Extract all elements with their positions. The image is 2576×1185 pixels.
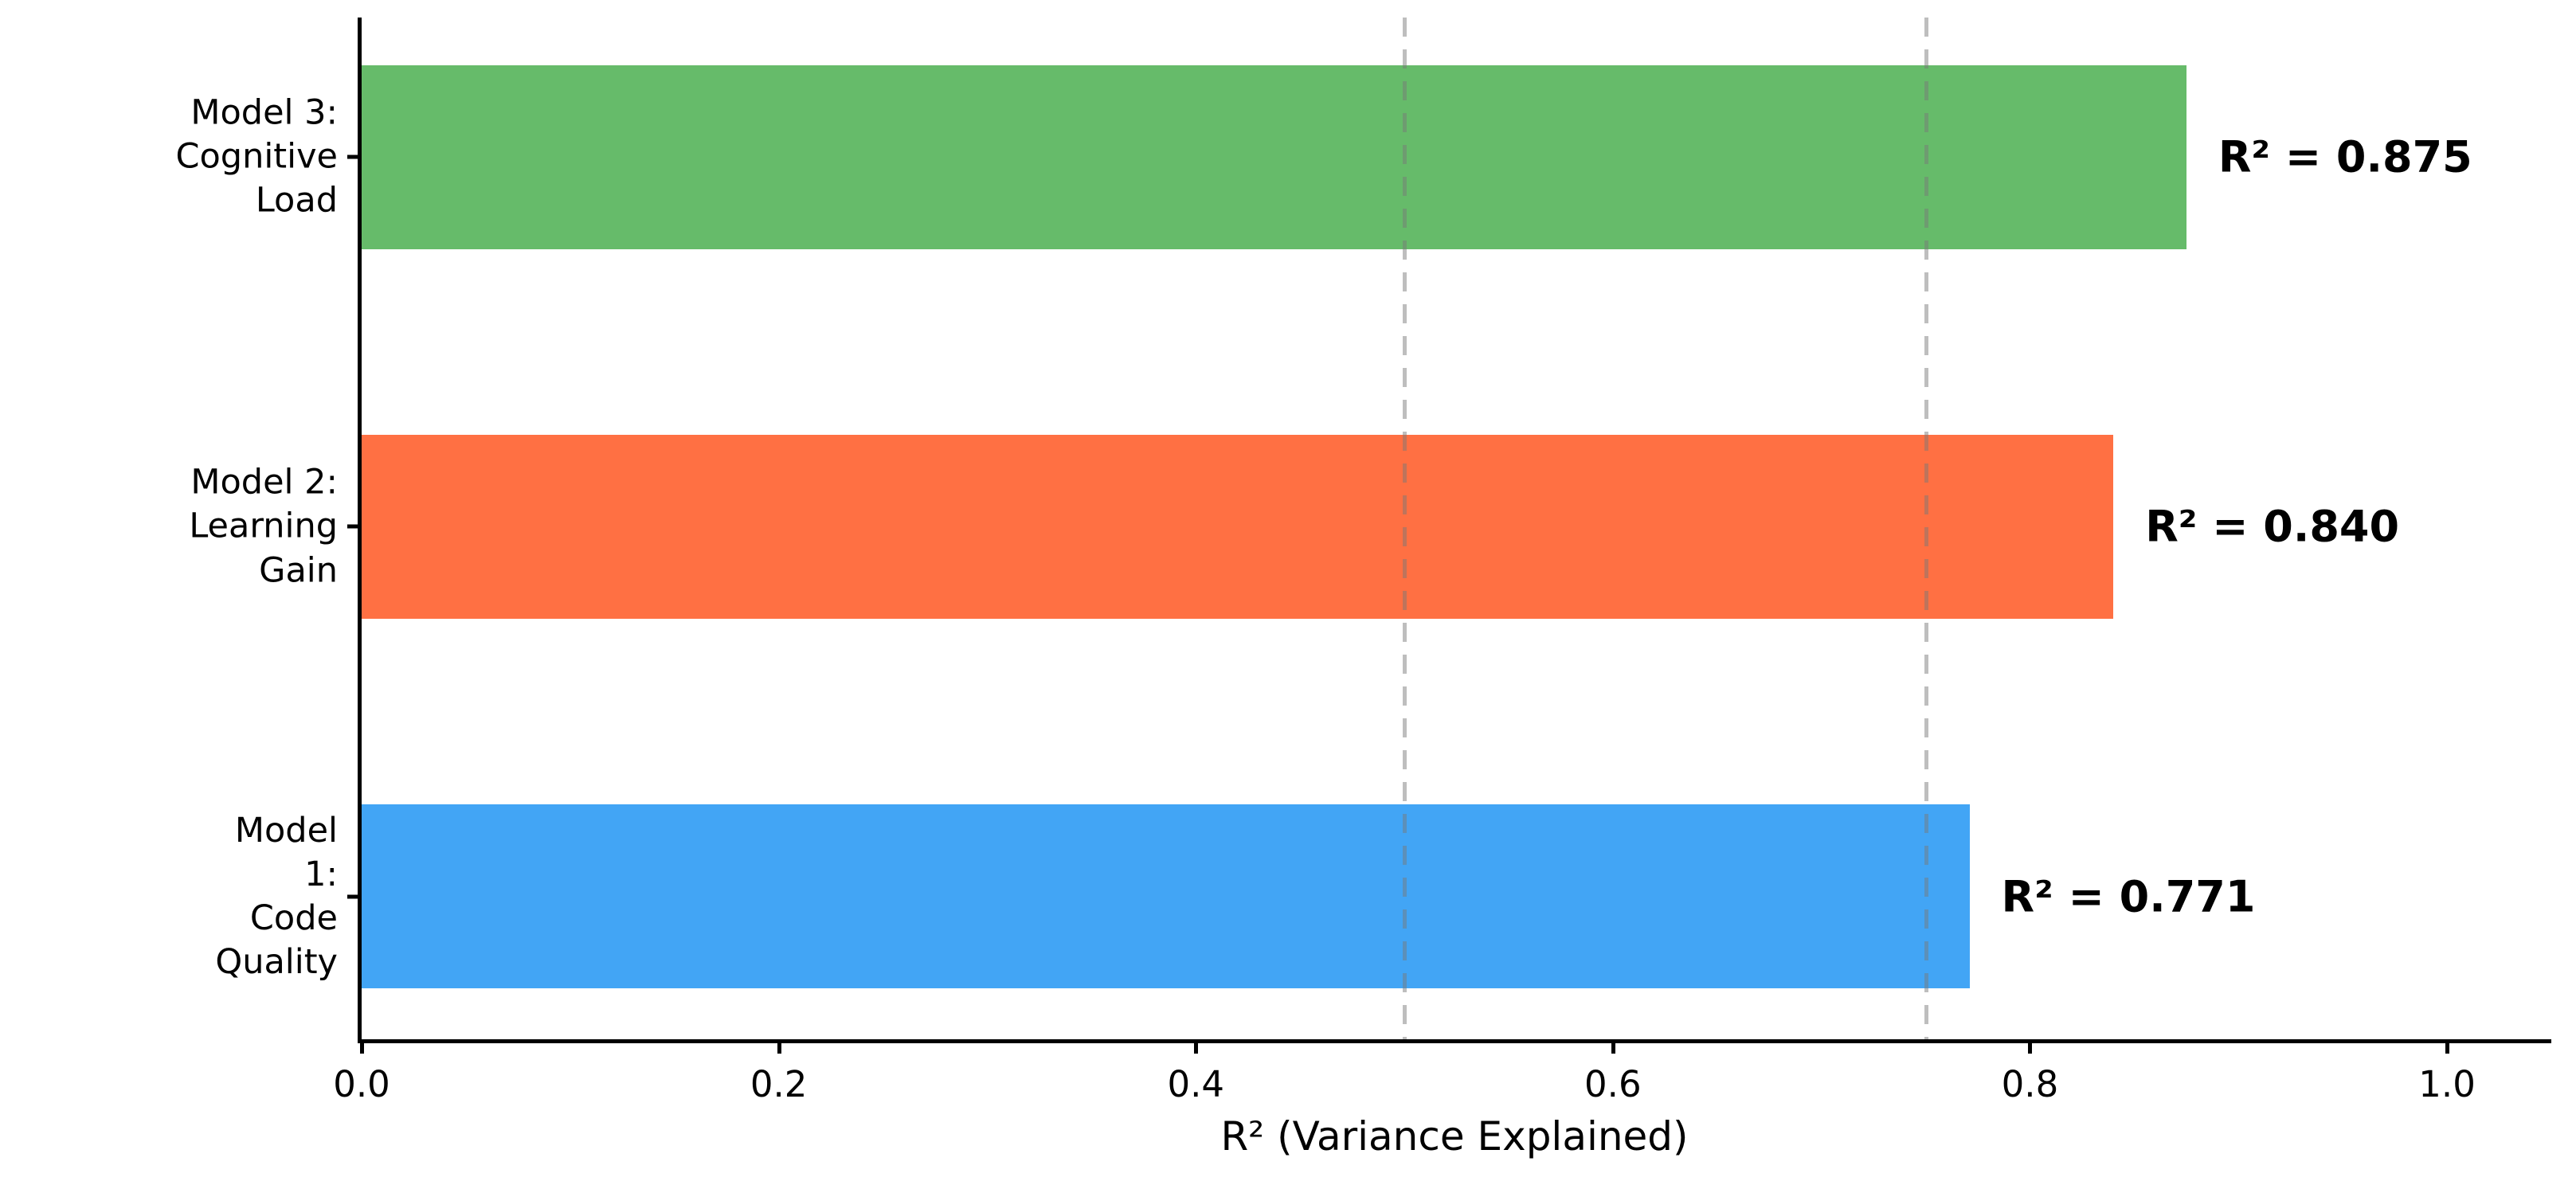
bar-value-label-model-2: R² = 0.840: [2145, 501, 2400, 552]
bar-value-label-model-3: R² = 0.875: [2218, 131, 2472, 182]
y-axis-label-model-1: Model 1: Code Quality: [215, 810, 339, 982]
tick-mark: [1194, 1039, 1199, 1054]
y-axis-label-model-2: Model 2: Learning Gain: [189, 462, 338, 590]
bar-model-1-code-quality: [362, 804, 1970, 989]
x-tick-label: 0.4: [1167, 1063, 1225, 1105]
bar-model-3-cognitive-load: [362, 65, 2186, 249]
x-tick-label: 0.0: [333, 1063, 390, 1105]
y-tick-mark: [347, 894, 362, 899]
y-axis-label-model-3: Model 3: Cognitive Load: [175, 92, 338, 221]
x-tick-label: 0.6: [1584, 1063, 1642, 1105]
tick-mark: [2445, 1039, 2450, 1054]
x-tick-label: 0.8: [2001, 1063, 2059, 1105]
tick-mark: [777, 1039, 781, 1054]
reference-line-0.75: [1924, 18, 1928, 1039]
y-tick-mark: [347, 524, 362, 529]
tick-mark: [1611, 1039, 1615, 1054]
x-tick-label: 1.0: [2418, 1063, 2476, 1105]
tick-mark: [2028, 1039, 2033, 1054]
tick-mark: [360, 1039, 364, 1054]
bar-model-2-learning-gain: [362, 434, 2114, 619]
plot-area: R² = 0.875 R² = 0.840 R² = 0.771 Model 3…: [175, 18, 2551, 1105]
reference-line-0.5: [1403, 18, 1407, 1039]
x-axis-title: R² (Variance Explained): [1220, 1113, 1689, 1160]
bar-value-label-model-1: R² = 0.771: [2001, 871, 2256, 922]
x-tick-label: 0.2: [750, 1063, 808, 1105]
y-tick-mark: [347, 154, 362, 159]
